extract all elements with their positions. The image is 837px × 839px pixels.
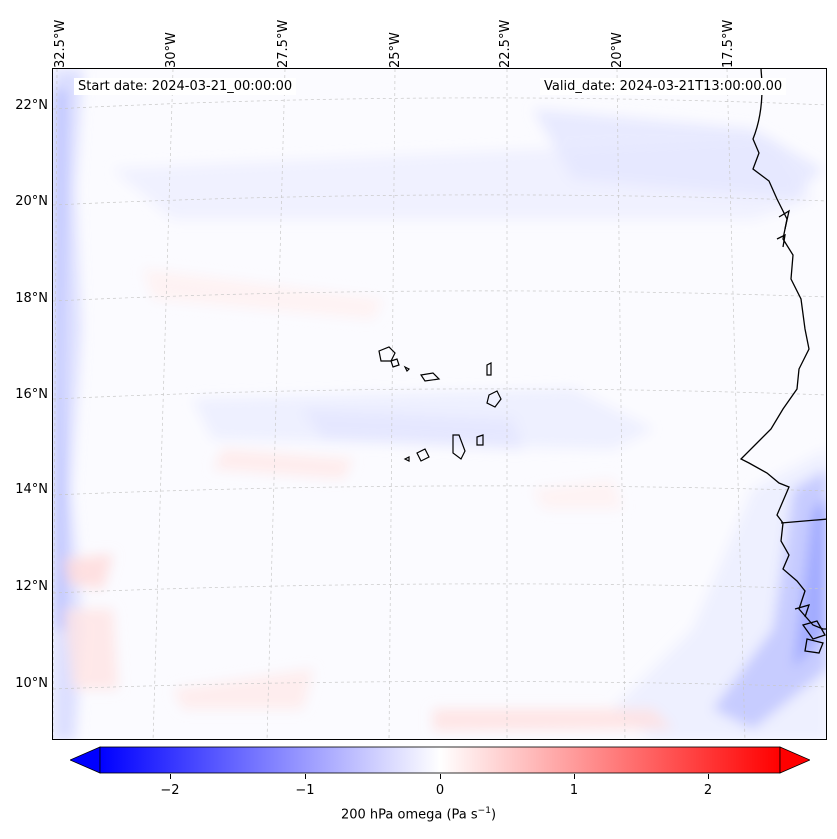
island-sal — [486, 362, 492, 376]
island-boa-vista — [486, 390, 502, 408]
lat-label-22n: 22°N — [15, 98, 48, 113]
omega-contour-field — [53, 69, 826, 739]
lat-label-14n: 14°N — [15, 482, 48, 497]
colorbar-label-suffix: ) — [490, 807, 497, 823]
valid-date-label: Valid_date: 2024-03-21T13:00:00.00 — [540, 78, 787, 95]
lat-label-10n: 10°N — [15, 676, 48, 691]
island-sao-vicente — [390, 358, 400, 368]
colorbar-extend-low — [68, 746, 101, 774]
lon-label-27-5w: 27.5°W — [276, 19, 291, 68]
lon-label-17-5w: 17.5°W — [721, 19, 736, 68]
map-panel — [52, 68, 827, 740]
lon-label-20w: 20°W — [610, 32, 625, 68]
lon-label-22-5w: 22.5°W — [498, 19, 513, 68]
colorbar-tick-mark — [170, 774, 171, 779]
colorbar-tick-mark — [305, 774, 306, 779]
island-maio — [476, 434, 484, 446]
colorbar-label: 200 hPa omega (Pa s−1) — [0, 806, 837, 822]
island-sao-nicolau — [419, 372, 441, 382]
colorbar-tick-label: 2 — [703, 783, 713, 798]
graticule — [53, 69, 826, 739]
lon-label-25w: 25°W — [388, 32, 403, 68]
colorbar-label-exponent: −1 — [477, 806, 491, 816]
lat-label-16n: 16°N — [15, 387, 48, 402]
colorbar-tick-mark — [708, 774, 709, 779]
colorbar-gradient — [99, 746, 781, 774]
island-fogo — [416, 448, 430, 462]
colorbar-label-text: 200 hPa omega (Pa s — [340, 807, 478, 823]
colorbar-tick-label: −1 — [295, 783, 315, 798]
colorbar — [68, 745, 812, 775]
island-santiago — [452, 434, 466, 460]
lat-label-12n: 12°N — [15, 579, 48, 594]
coastline — [739, 69, 826, 654]
lat-label-18n: 18°N — [15, 291, 48, 306]
start-date-label: Start date: 2024-03-21_00:00:00 — [74, 78, 297, 95]
colorbar-tick-label: 1 — [569, 783, 579, 798]
colorbar-tick-mark — [574, 774, 575, 779]
cape-verde-islands — [378, 346, 502, 462]
colorbar-tick-label: 0 — [435, 783, 445, 798]
map-canvas — [53, 69, 826, 739]
lon-label-30w: 30°W — [164, 32, 179, 68]
island-santo-antao — [378, 346, 396, 362]
lat-label-20n: 20°N — [15, 194, 48, 209]
colorbar-extend-high — [779, 746, 812, 774]
island-santa-luzia — [403, 365, 411, 373]
lon-label-32-5w: 32.5°W — [53, 19, 68, 68]
island-brava — [403, 456, 410, 462]
colorbar-tick-mark — [440, 774, 441, 779]
colorbar-tick-label: −2 — [160, 783, 180, 798]
